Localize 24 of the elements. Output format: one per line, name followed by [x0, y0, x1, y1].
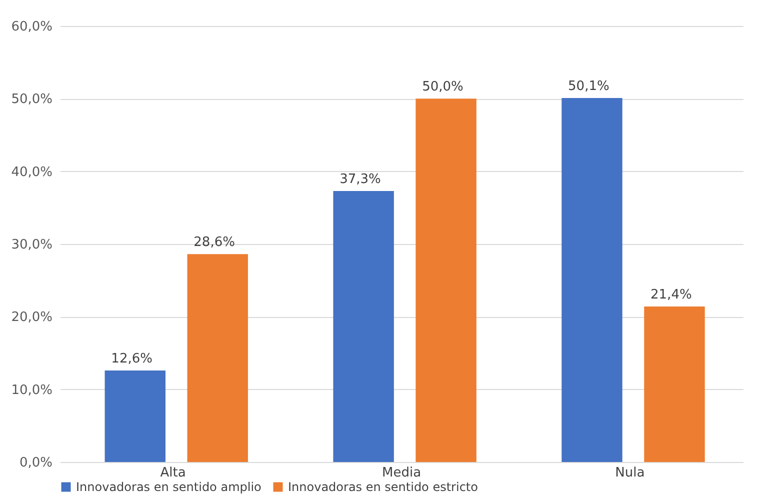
bar: [187, 254, 248, 462]
data-label: 50,0%: [422, 80, 464, 95]
legend-label: Innovadoras en sentido amplio: [76, 480, 262, 494]
data-label: 21,4%: [650, 287, 692, 302]
y-tick-label: 40,0%: [11, 164, 52, 180]
x-tick-label: Nula: [615, 466, 645, 480]
bar: [644, 306, 705, 462]
y-tick-label: 30,0%: [11, 238, 52, 252]
x-tick-label: Alta: [160, 466, 186, 480]
y-tick-label: 10,0%: [11, 382, 52, 398]
y-tick-label: 0,0%: [19, 456, 52, 470]
data-label: 37,3%: [340, 172, 381, 187]
y-tick-label: 60,0%: [11, 20, 52, 34]
bar: [416, 98, 476, 462]
y-tick-label: 50,0%: [11, 92, 52, 108]
bar: [562, 98, 622, 462]
bar: [104, 370, 166, 462]
y-tick-label: 20,0%: [11, 310, 52, 326]
bar: [333, 190, 394, 462]
data-label: 12,6%: [111, 351, 152, 366]
data-label: 28,6%: [194, 235, 235, 250]
data-label: 50,1%: [568, 78, 610, 94]
x-tick-label: Media: [382, 466, 422, 480]
legend-label: Innovadoras en sentido estricto: [288, 480, 478, 494]
